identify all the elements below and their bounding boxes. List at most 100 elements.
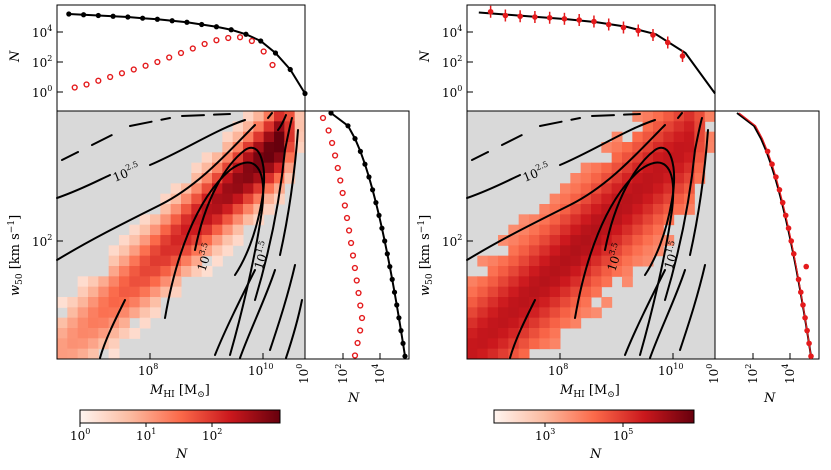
heatmap-cell — [663, 142, 675, 153]
heatmap-cell — [560, 183, 571, 195]
heatmap-cell — [67, 338, 79, 350]
heatmap-cell — [663, 111, 675, 122]
left-tick-labels: 104 102 100 102 108 1010 100 102 104 — [32, 24, 387, 384]
top-model-point — [110, 13, 116, 19]
heatmap-cell — [518, 348, 530, 360]
heatmap-cell — [498, 276, 509, 288]
heatmap-cell — [622, 255, 633, 267]
heatmap-cell — [212, 173, 223, 184]
heatmap-cell — [591, 255, 602, 267]
heatmap-cell — [150, 255, 161, 267]
heatmap-cell — [274, 111, 285, 122]
heatmap-cell — [243, 214, 254, 226]
heatmap-cell — [139, 307, 151, 319]
heatmap-cell — [253, 121, 265, 133]
heatmap-cell — [263, 204, 275, 215]
side-model-point — [402, 353, 408, 359]
left-colorbar — [79, 409, 281, 424]
right-top-yticklabel-0: 100 — [442, 84, 462, 100]
heatmap-cell — [570, 204, 582, 215]
heatmap-cell — [580, 193, 592, 205]
heatmap-cell — [201, 183, 213, 195]
heatmap-cell — [539, 266, 551, 277]
heatmap-cell — [570, 317, 582, 329]
heatmap-cell — [487, 307, 499, 319]
heatmap-cell — [653, 193, 664, 205]
heatmap-cell — [129, 286, 141, 298]
left-contour-label-35: 103.5 — [193, 241, 217, 273]
heatmap-cell — [673, 173, 685, 184]
heatmap-cell — [477, 286, 489, 298]
heatmap-cell — [98, 307, 110, 319]
heatmap-cell — [467, 297, 478, 308]
side-data-point — [351, 352, 359, 359]
side-model-point — [384, 251, 390, 257]
top-data-point — [620, 24, 627, 31]
heatmap-cell — [477, 317, 489, 329]
heatmap-cell — [170, 183, 182, 195]
heatmap-cell — [160, 276, 172, 288]
heatmap-cell — [232, 193, 244, 205]
right-contour-4 — [604, 146, 676, 276]
heatmap-cell — [601, 266, 613, 277]
heatmap-cell — [77, 286, 89, 298]
heatmap-cell — [212, 245, 223, 257]
right-contour-2 — [466, 119, 656, 199]
side-data-point — [806, 340, 812, 347]
heatmap-cell — [653, 111, 664, 122]
heatmap-cell — [518, 245, 530, 257]
heatmap-cell — [570, 214, 582, 226]
heatmap-cell — [673, 204, 685, 215]
heatmap-cell — [232, 235, 244, 246]
heatmap-cell — [77, 307, 89, 319]
heatmap-cell — [632, 173, 644, 184]
heatmap-cell — [170, 224, 182, 236]
heatmap-cell — [632, 142, 644, 153]
heatmap-cell — [601, 173, 613, 184]
heatmap-cell — [139, 235, 151, 246]
heatmap-cell — [601, 276, 613, 288]
heatmap-cell — [170, 286, 182, 298]
right-contour-7 — [624, 269, 686, 359]
heatmap-cell — [570, 266, 582, 277]
heatmap-cell — [201, 235, 213, 246]
heatmap-cell — [580, 297, 592, 308]
heatmap-cell — [232, 173, 244, 184]
left-side-model-series — [328, 110, 408, 359]
heatmap-cell — [498, 286, 509, 298]
heatmap-cell — [684, 162, 695, 174]
heatmap-cell — [601, 204, 613, 215]
heatmap-cell — [642, 121, 654, 133]
heatmap-cell — [518, 307, 530, 319]
heatmap-cell — [253, 111, 265, 122]
side-model-point — [352, 136, 358, 142]
heatmap-cell — [201, 214, 213, 226]
right-contour-outer-dash — [471, 113, 641, 161]
left-main-xticklabel-10: 1010 — [248, 362, 273, 378]
heatmap-cell — [243, 183, 254, 195]
heatmap-cell — [191, 173, 203, 184]
heatmap-cell — [98, 328, 110, 339]
heatmap-cell — [108, 328, 120, 339]
right-contours — [466, 112, 709, 359]
heatmap-cell — [704, 111, 716, 122]
heatmap-cell — [611, 152, 623, 164]
heatmap-cell — [653, 183, 664, 195]
heatmap-cell — [88, 297, 99, 308]
side-data-point — [773, 174, 779, 180]
heatmap-cell — [139, 317, 151, 329]
right-contour-label-35: 103.5 — [603, 241, 627, 273]
heatmap-cell — [694, 131, 706, 143]
left-cbar-ticklabel-1: 101 — [136, 427, 156, 443]
heatmap-cell — [129, 245, 141, 257]
heatmap-cell — [529, 224, 540, 236]
heatmap-cell — [539, 204, 551, 215]
heatmap-cell — [263, 183, 275, 195]
right-side-axes — [714, 110, 820, 360]
heatmap-cell — [560, 307, 571, 319]
heatmap-cell — [591, 162, 602, 174]
heatmap-cell — [694, 152, 706, 164]
heatmap-cell — [518, 328, 530, 339]
top-data-point — [177, 49, 185, 57]
heatmap-cell — [622, 224, 633, 236]
